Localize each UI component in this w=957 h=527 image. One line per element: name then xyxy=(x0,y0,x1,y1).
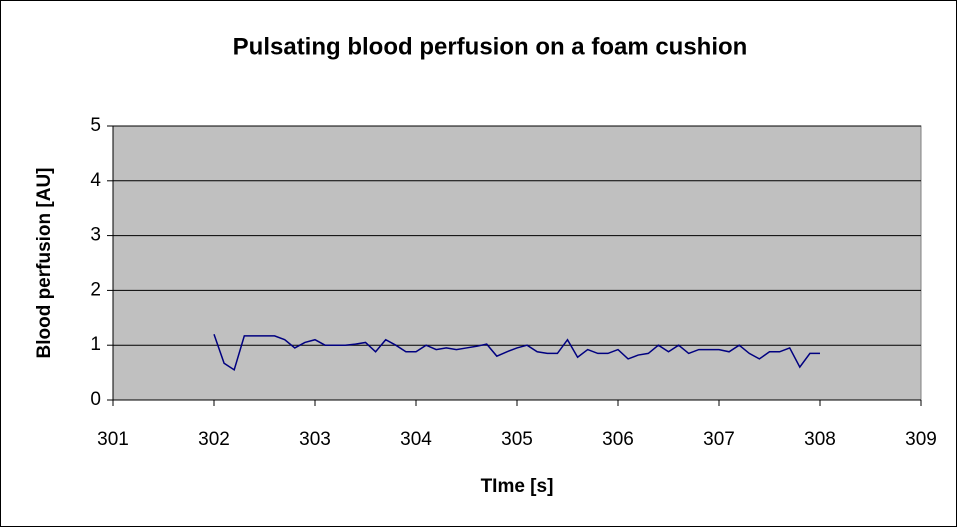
x-tick-label: 308 xyxy=(804,429,836,450)
x-tick-label: 304 xyxy=(400,429,432,450)
x-tick-label: 306 xyxy=(602,429,634,450)
y-tick-label: 2 xyxy=(90,279,101,300)
y-axis-title: Blood perfusion [AU] xyxy=(34,167,55,358)
x-tick-label: 302 xyxy=(198,429,230,450)
x-tick-label: 307 xyxy=(703,429,735,450)
x-tick-label: 305 xyxy=(501,429,533,450)
data-line xyxy=(213,333,820,372)
x-tick-label: 301 xyxy=(97,429,129,450)
y-tick-label: 5 xyxy=(90,115,101,136)
plot-area xyxy=(112,125,922,401)
y-tick-label: 0 xyxy=(90,389,101,410)
x-tick-label: 309 xyxy=(905,429,937,450)
y-tick-label: 3 xyxy=(90,225,101,246)
chart-title: Pulsating blood perfusion on a foam cush… xyxy=(233,33,748,60)
x-axis-title: TIme [s] xyxy=(481,476,554,497)
y-tick-label: 1 xyxy=(90,334,101,355)
x-tick-label: 303 xyxy=(299,429,331,450)
y-tick-label: 4 xyxy=(90,170,101,191)
